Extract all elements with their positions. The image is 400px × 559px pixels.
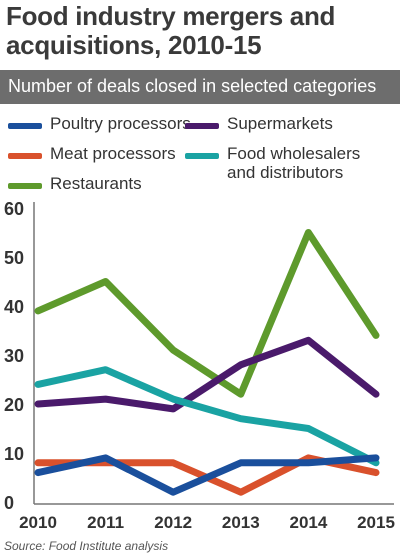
data-point-restaurants [373,332,379,338]
data-point-restaurants [35,308,41,314]
chart-title: Food industry mergers and acquisitions, … [6,2,396,60]
x-tick-label: 2010 [19,513,57,532]
series-layer [34,229,380,496]
data-point-poultry-processors [238,460,244,466]
data-point-poultry-processors [170,489,176,495]
data-point-poultry-processors [373,455,379,461]
data-point-supermarkets [373,391,379,397]
chart-title-line2: acquisitions, 2010-15 [6,30,262,60]
y-tick-label: 10 [4,444,24,464]
legend-item-restaurants: Restaurants [8,174,142,193]
data-point-meat-processors [35,460,41,466]
data-point-meat-processors [305,455,311,461]
legend-label-meat: Meat processors [50,144,176,163]
data-point-supermarkets [35,401,41,407]
x-tick-label: 2015 [357,513,395,532]
x-tick-label: 2011 [87,513,124,532]
data-point-supermarkets [238,362,244,368]
y-tick-label: 60 [4,199,24,219]
data-point-restaurants [170,347,176,353]
legend-item-supermarkets: Supermarkets [185,114,333,133]
data-point-meat-processors [373,470,379,476]
data-point-poultry-processors [103,455,109,461]
data-point-meat-processors [170,460,176,466]
legend-swatch-meat [8,153,42,159]
source-note: Source: Food Institute analysis [4,539,169,553]
x-tick-label: 2012 [154,513,192,532]
data-point-food-wholesalers-and-distributors [305,426,311,431]
legend-label-wholesalers: Food wholesalers and distributors [227,144,360,182]
x-tick-label: 2013 [222,513,260,532]
series-line-food-wholesalers-and-distributors [34,366,380,467]
data-point-food-wholesalers-and-distributors [170,396,176,402]
data-point-supermarkets [305,337,311,343]
y-tick-label: 0 [4,493,14,513]
data-point-restaurants [305,230,311,235]
legend-swatch-restaurants [8,183,42,189]
legend-label-wholesalers-line2: and distributors [227,163,344,182]
legend: Poultry processors Supermarkets Meat pro… [0,110,400,200]
data-point-food-wholesalers-and-distributors [373,460,379,466]
legend-label-poultry: Poultry processors [50,114,191,133]
line-chart: 0 10 20 30 40 50 60 2010 2011 2012 2013 2014 2015 [4,199,395,532]
legend-item-poultry: Poultry processors [8,114,191,133]
data-point-restaurants [103,279,109,284]
subtitle-bar: Number of deals closed in selected categ… [0,70,400,104]
legend-label-restaurants: Restaurants [50,174,142,193]
legend-swatch-poultry [8,123,42,129]
legend-swatch-wholesalers [185,153,219,159]
data-point-supermarkets [103,396,109,402]
series-line-supermarkets [34,336,380,413]
y-tick-label: 50 [4,248,24,268]
x-tick-label: 2014 [289,513,327,532]
data-point-food-wholesalers-and-distributors [238,416,244,422]
series-line-restaurants [34,229,380,398]
data-point-restaurants [238,391,244,397]
data-point-poultry-processors [35,470,41,476]
y-tick-label: 40 [4,297,24,317]
legend-item-meat: Meat processors [8,144,176,163]
data-point-supermarkets [170,406,176,412]
series-line-poultry-processors [34,454,380,496]
data-point-poultry-processors [305,460,311,466]
chart-title-line1: Food industry mergers and [6,1,336,31]
legend-label-wholesalers-line1: Food wholesalers [227,144,361,163]
y-tick-label: 30 [4,346,24,366]
data-point-food-wholesalers-and-distributors [35,381,41,387]
legend-label-supermarkets: Supermarkets [227,114,333,133]
data-point-meat-processors [238,489,244,495]
axis-layer: 0 10 20 30 40 50 60 2010 2011 2012 2013 2014 2015 [4,199,395,532]
data-point-food-wholesalers-and-distributors [103,367,109,373]
legend-item-wholesalers: Food wholesalers and distributors [185,144,360,182]
legend-swatch-supermarkets [185,123,219,129]
y-tick-label: 20 [4,395,24,415]
chart-subtitle: Number of deals closed in selected categ… [8,76,377,96]
